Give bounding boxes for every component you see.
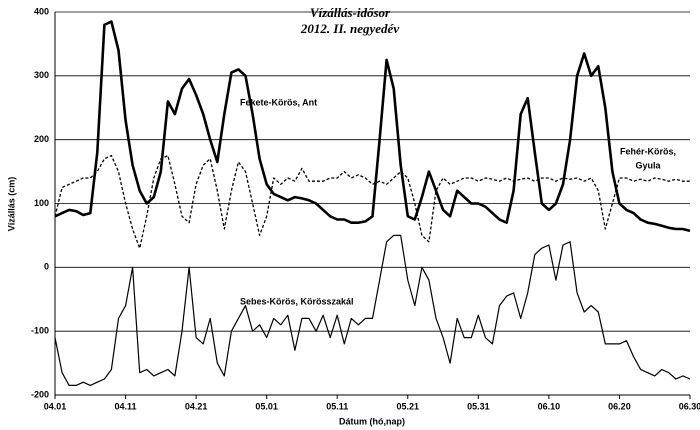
x-tick-label: 05.01: [255, 401, 278, 411]
y-tick-label: 300: [34, 70, 49, 80]
x-tick-label: 05.31: [467, 401, 490, 411]
x-tick-label: 05.21: [397, 401, 420, 411]
x-tick-label: 04.01: [44, 401, 67, 411]
x-axis-label: Dátum (hó,nap): [339, 416, 405, 426]
series-annotation: Fekete-Körös, Ant: [240, 97, 317, 107]
x-tick-label: 05.11: [326, 401, 348, 411]
chart-title: Vízállás-idősor: [310, 5, 391, 20]
series-annotation: Sebes-Körös, Körösszakál: [240, 296, 354, 306]
series-line: [54, 154, 690, 249]
y-tick-label: -100: [31, 326, 49, 336]
x-tick-label: 04.11: [115, 401, 137, 411]
series-annotation: Fehér-Körös,: [620, 146, 676, 156]
y-tick-label: -200: [31, 389, 49, 399]
x-tick-label: 06.20: [608, 401, 631, 411]
y-tick-label: 0: [44, 262, 49, 272]
y-axis-label: Vízállás (cm): [6, 177, 16, 232]
x-tick-label: 06.30: [679, 401, 700, 411]
x-tick-label: 06.10: [538, 401, 561, 411]
series-line: [54, 234, 691, 386]
y-tick-label: 200: [34, 134, 49, 144]
x-tick-label: 04.21: [185, 401, 208, 411]
series-line: [54, 20, 691, 233]
y-tick-label: 100: [34, 198, 49, 208]
y-tick-label: 400: [34, 6, 49, 16]
series-annotation: Gyula: [635, 160, 661, 170]
chart-subtitle: 2012. II. negyedév: [300, 21, 399, 36]
